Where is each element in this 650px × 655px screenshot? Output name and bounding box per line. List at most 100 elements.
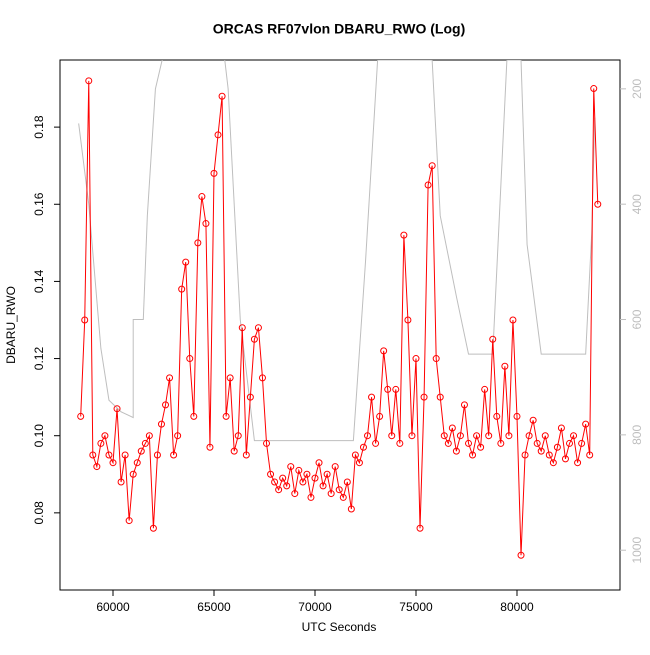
data-point (448, 424, 456, 432)
data-point (319, 482, 327, 490)
data-point (477, 443, 485, 451)
data-point (372, 439, 380, 447)
data-point (287, 463, 295, 471)
data-point (121, 451, 129, 459)
data-point (574, 459, 582, 467)
data-point (81, 316, 89, 324)
data-point (473, 432, 481, 440)
data-point (129, 470, 137, 478)
data-point (323, 470, 331, 478)
data-point (279, 474, 287, 482)
data-point (137, 447, 145, 455)
data-point (465, 439, 473, 447)
x-tick-label: 75000 (399, 600, 433, 614)
data-point (388, 432, 396, 440)
data-point (440, 432, 448, 440)
y2-tick-label: 1000 (630, 537, 644, 564)
data-point (327, 490, 335, 498)
data-point (307, 493, 315, 501)
data-point (202, 220, 210, 228)
data-point (452, 447, 460, 455)
data-point (182, 258, 190, 266)
data-point (469, 451, 477, 459)
data-point (521, 451, 529, 459)
data-point (230, 447, 238, 455)
data-point (545, 451, 553, 459)
y-tick-label: 0.16 (32, 192, 46, 216)
x-tick-label: 80000 (500, 600, 534, 614)
data-point (311, 474, 319, 482)
data-point (570, 432, 578, 440)
data-point (359, 443, 367, 451)
data-point (222, 412, 230, 420)
data-point (553, 443, 561, 451)
data-point (258, 374, 266, 382)
x-tick-label: 65000 (197, 600, 231, 614)
data-point (339, 493, 347, 501)
data-point (97, 439, 105, 447)
secondary-line (78, 60, 596, 442)
data-point (594, 200, 602, 208)
data-point (77, 412, 85, 420)
data-point (586, 451, 594, 459)
x-tick-label: 70000 (298, 600, 332, 614)
data-point (133, 459, 141, 467)
data-point (456, 432, 464, 440)
y2-tick-label: 200 (630, 79, 644, 99)
data-point (271, 478, 279, 486)
data-point (153, 451, 161, 459)
data-point (125, 517, 133, 525)
data-point (497, 439, 505, 447)
data-point (392, 385, 400, 393)
data-point (226, 374, 234, 382)
data-point (493, 412, 501, 420)
data-point (582, 420, 590, 428)
data-point (291, 490, 299, 498)
data-point (351, 451, 359, 459)
data-point (404, 316, 412, 324)
data-point (254, 324, 262, 332)
x-tick-label: 60000 (96, 600, 130, 614)
data-point (206, 443, 214, 451)
data-point (420, 393, 428, 401)
data-point (380, 347, 388, 355)
data-point (198, 193, 206, 201)
data-point (436, 393, 444, 401)
data-point (250, 335, 258, 343)
data-point (303, 470, 311, 478)
data-point (166, 374, 174, 382)
data-point (109, 459, 117, 467)
data-point (194, 239, 202, 247)
y2-tick-label: 800 (630, 425, 644, 445)
data-point (85, 77, 93, 85)
y-tick-label: 0.12 (32, 347, 46, 371)
data-point (238, 324, 246, 332)
data-point (162, 401, 170, 409)
data-point (541, 432, 549, 440)
data-line (80, 80, 599, 556)
y-tick-label: 0.08 (32, 501, 46, 525)
data-point (335, 486, 343, 494)
data-point (315, 459, 323, 467)
data-point (424, 181, 432, 189)
data-point (444, 439, 452, 447)
data-point (174, 432, 182, 440)
y-tick-label: 0.10 (32, 424, 46, 448)
data-point (267, 470, 275, 478)
data-point (234, 432, 242, 440)
x-axis-label: UTC Seconds (302, 620, 377, 634)
data-point (117, 478, 125, 486)
data-point (145, 432, 153, 440)
data-point (489, 335, 497, 343)
data-point (384, 385, 392, 393)
data-point (343, 478, 351, 486)
data-point (561, 455, 569, 463)
data-point (368, 393, 376, 401)
data-point (525, 432, 533, 440)
data-point (517, 551, 525, 559)
data-point (93, 463, 101, 471)
data-point (242, 451, 250, 459)
data-point (485, 432, 493, 440)
chart-title: ORCAS RF07vlon DBARU_RWO (Log) (213, 21, 466, 37)
data-point (590, 85, 598, 93)
